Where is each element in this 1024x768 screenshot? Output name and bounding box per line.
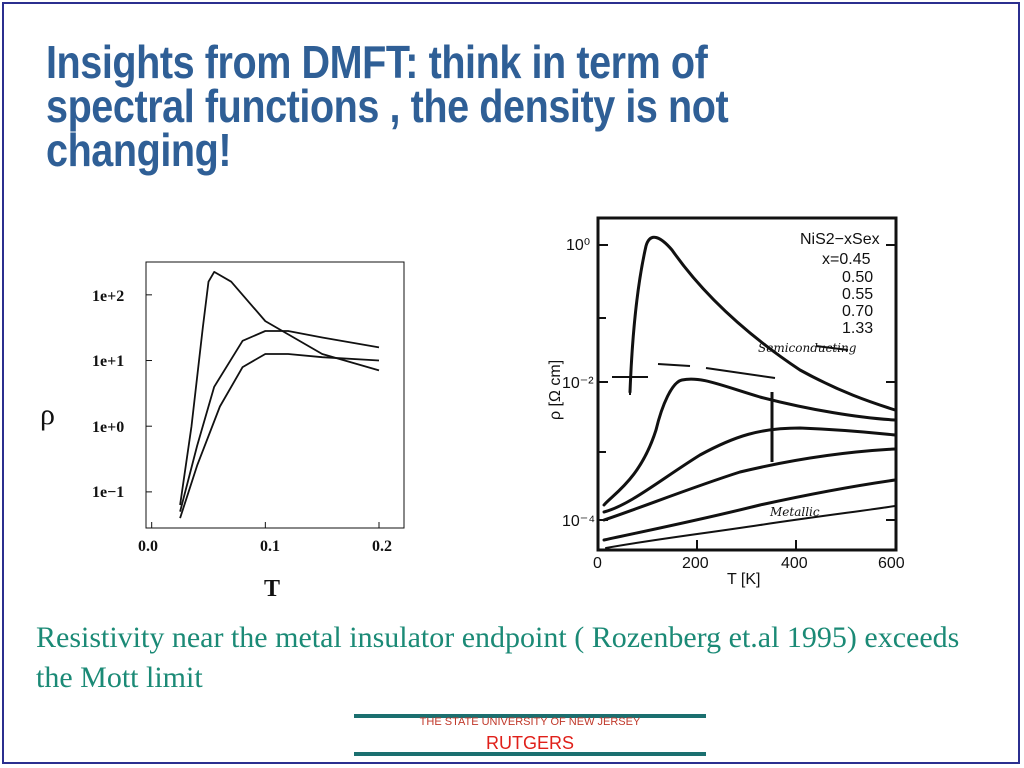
x-tick-label: 0.2 bbox=[372, 538, 392, 555]
dmft-resistivity-chart: 1e+2 1e+1 1e+0 1e−1 0.0 0.1 0.2 T ρ bbox=[40, 261, 405, 602]
y-axis-label: ρ [Ω cm] bbox=[547, 360, 564, 420]
slide-title: Insights from DMFT: think in term of spe… bbox=[46, 36, 729, 176]
y-axis-label: ρ bbox=[40, 398, 55, 431]
hand-markings bbox=[612, 345, 849, 395]
x-tick-label: 600 bbox=[878, 555, 905, 572]
slide-caption: Resistivity near the metal insulator end… bbox=[36, 621, 960, 694]
y-tick-label: 1e+2 bbox=[92, 288, 124, 305]
footer-rule-bottom bbox=[354, 752, 706, 756]
minor-ticks bbox=[598, 244, 896, 550]
series-line-3 bbox=[179, 353, 380, 519]
legend-title: NiS2−xSex bbox=[800, 231, 880, 248]
y-tick-label: 10⁻⁴ bbox=[562, 513, 595, 530]
footer-rule-top bbox=[354, 714, 706, 718]
legend-entry: 0.55 bbox=[842, 286, 873, 303]
y-tick-label: 1e+1 bbox=[92, 353, 124, 370]
legend-entry: 0.50 bbox=[842, 269, 873, 286]
curve-x-0.70 bbox=[602, 447, 897, 522]
annotation-metallic: Metallic bbox=[769, 505, 820, 519]
x-axis-label: T bbox=[264, 576, 280, 602]
axis-ticks bbox=[146, 294, 380, 528]
x-tick-label: 0.1 bbox=[260, 538, 280, 555]
series-line-1 bbox=[179, 270, 380, 506]
nisse-resistivity-chart: 10⁰ 10⁻² 10⁻⁴ 0 200 400 600 T [K] ρ [Ω c… bbox=[547, 216, 905, 588]
x-tick-label: 400 bbox=[781, 555, 808, 572]
curve-x-0.50 bbox=[602, 377, 897, 507]
curve-x-0.45 bbox=[628, 235, 897, 412]
x-tick-label: 0.0 bbox=[138, 538, 158, 555]
plot-frame bbox=[145, 261, 405, 529]
resistivity-curves bbox=[602, 235, 897, 549]
curve-x-0.55 bbox=[602, 426, 897, 514]
legend-entry: 0.70 bbox=[842, 303, 873, 320]
series-group bbox=[179, 270, 380, 519]
legend-entry: 1.33 bbox=[842, 320, 873, 337]
y-tick-label: 10⁻² bbox=[562, 375, 594, 392]
plot-frame bbox=[596, 216, 898, 552]
x-tick-label: 0 bbox=[593, 555, 602, 572]
y-tick-label: 1e−1 bbox=[92, 484, 124, 501]
y-tick-label: 10⁰ bbox=[566, 237, 590, 254]
legend-entry: x=0.45 bbox=[822, 251, 871, 268]
footer-rutgers: RUTGERS bbox=[485, 733, 574, 753]
curve-x-1.33 bbox=[602, 478, 897, 542]
x-axis-label: T [K] bbox=[727, 571, 761, 588]
series-line-2 bbox=[179, 330, 380, 512]
y-tick-label: 1e+0 bbox=[92, 419, 124, 436]
extra-trace bbox=[605, 505, 896, 549]
x-tick-label: 200 bbox=[682, 555, 709, 572]
footer-university: THE STATE UNIVERSITY OF NEW JERSEY bbox=[419, 716, 641, 728]
annotation-semiconducting: Semiconducting bbox=[758, 341, 857, 355]
